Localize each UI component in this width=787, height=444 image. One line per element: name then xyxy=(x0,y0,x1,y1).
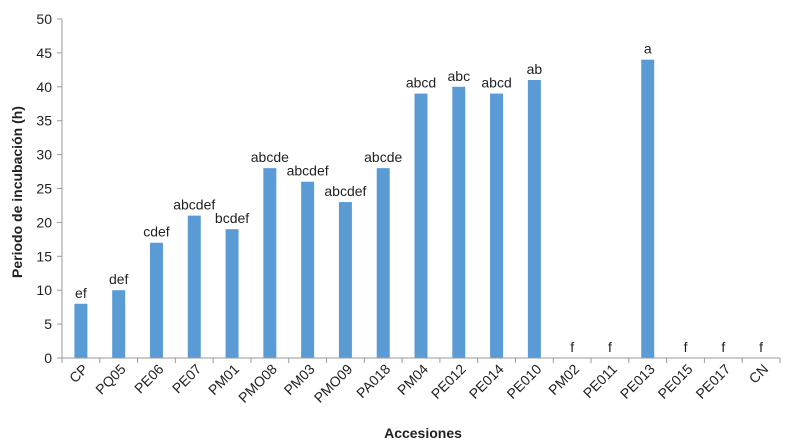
y-tick-label: 40 xyxy=(36,79,52,95)
x-tick-label: PE017 xyxy=(692,361,733,402)
x-axis-title: Accesiones xyxy=(384,425,462,441)
y-tick-label: 10 xyxy=(36,282,52,298)
data-label: a xyxy=(644,41,652,57)
x-tick-label: CP xyxy=(66,361,91,386)
x-tick-label: PE012 xyxy=(428,361,469,402)
y-axis-title: Periodo de incubación (h) xyxy=(9,106,25,278)
y-tick-label: 15 xyxy=(36,248,52,264)
bar xyxy=(338,202,352,358)
bar xyxy=(641,59,655,359)
bar xyxy=(527,80,541,359)
data-label: abcd xyxy=(481,75,511,91)
data-label: abcdef xyxy=(173,197,215,213)
bar xyxy=(112,290,126,358)
data-label: f xyxy=(721,339,725,355)
data-label: def xyxy=(109,271,129,287)
y-tick-label: 35 xyxy=(36,113,52,129)
x-tick-label: PMO08 xyxy=(235,361,280,406)
data-label: ab xyxy=(527,61,543,77)
x-tick-label: PE014 xyxy=(466,361,507,402)
bar xyxy=(414,93,428,358)
data-label: f xyxy=(608,339,612,355)
bar xyxy=(452,86,466,359)
data-label: abcdef xyxy=(324,183,366,199)
data-label: cdef xyxy=(143,224,170,240)
bar xyxy=(490,93,504,358)
data-label: abcde xyxy=(364,149,402,165)
data-label: ef xyxy=(75,285,87,301)
y-tick-label: 20 xyxy=(36,214,52,230)
bar xyxy=(149,242,163,358)
y-axis-ticks: 0 5 10 15 20 25 30 35 40 45 50 xyxy=(36,11,62,366)
data-label: f xyxy=(759,339,763,355)
y-tick-label: 0 xyxy=(44,350,52,366)
x-tick-label: PA018 xyxy=(353,361,393,401)
y-tick-label: 45 xyxy=(36,45,52,61)
data-label: f xyxy=(570,339,574,355)
x-tick-label: PM04 xyxy=(394,361,431,398)
data-label: abc xyxy=(448,68,471,84)
data-label: f xyxy=(684,339,688,355)
data-label: abcd xyxy=(406,75,436,91)
x-tick-label: PE013 xyxy=(617,361,658,402)
x-tick-label: PE010 xyxy=(503,361,544,402)
x-tick-label: PE011 xyxy=(580,361,620,401)
x-tick-label: PE06 xyxy=(131,361,167,397)
x-tick-label: PE07 xyxy=(169,361,205,397)
x-tick-label: PMO09 xyxy=(311,361,356,406)
x-tick-label: PM02 xyxy=(545,361,582,398)
bar xyxy=(225,229,239,358)
data-labels: efdefcdefabcdefbcdefabcdeabcdefabcdefabc… xyxy=(75,41,763,355)
bar xyxy=(187,215,201,358)
y-tick-label: 25 xyxy=(36,181,52,197)
y-tick-label: 50 xyxy=(36,11,52,27)
bar xyxy=(74,303,88,358)
data-label: abcdef xyxy=(287,163,329,179)
bar xyxy=(263,168,277,358)
x-tick-label: PQ05 xyxy=(92,361,129,398)
bars xyxy=(74,59,655,359)
data-label: bcdef xyxy=(215,210,249,226)
bar xyxy=(301,181,315,358)
x-tick-label: PE015 xyxy=(655,361,696,402)
data-label: abcde xyxy=(251,149,289,165)
x-tick-label: CN xyxy=(746,361,772,387)
bar xyxy=(376,168,390,358)
y-tick-label: 5 xyxy=(44,316,52,332)
y-tick-label: 30 xyxy=(36,147,52,163)
